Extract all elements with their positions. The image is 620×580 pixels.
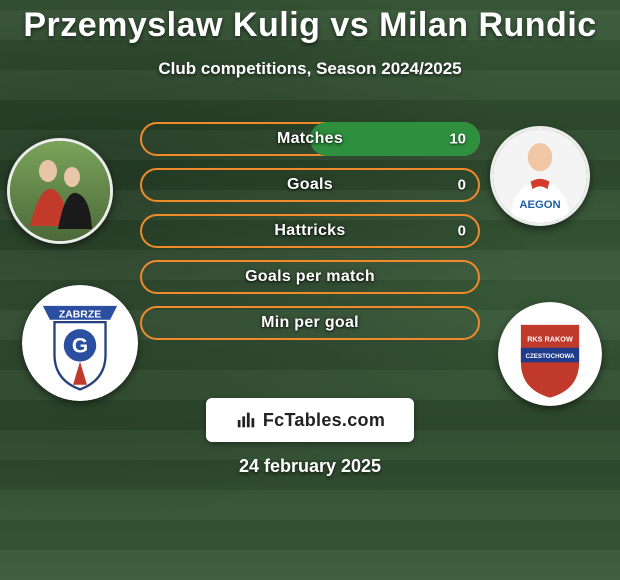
page-title: Przemyslaw Kulig vs Milan Rundic	[0, 0, 620, 45]
bar-label: Hattricks	[140, 222, 480, 240]
bar-label: Goals per match	[140, 268, 480, 286]
svg-text:AEGON: AEGON	[519, 199, 560, 211]
club-right-badge-img: RKS RAKOW CZESTOCHOWA	[498, 302, 602, 406]
player-left-avatar	[7, 138, 113, 244]
comparison-bar: Goals per match	[140, 260, 480, 294]
comparison-bar-list: Matches10Goals0Hattricks0Goals per match…	[140, 122, 480, 352]
svg-text:CZESTOCHOWA: CZESTOCHOWA	[525, 353, 575, 360]
page-subtitle: Club competitions, Season 2024/2025	[0, 59, 620, 79]
club-right-badge: RKS RAKOW CZESTOCHOWA	[498, 302, 602, 406]
comparison-bar: Goals0	[140, 168, 480, 202]
player-left-avatar-img	[10, 141, 110, 241]
bar-label: Min per goal	[140, 314, 480, 332]
watermark-badge: FcTables.com	[206, 398, 414, 442]
bar-label: Goals	[140, 176, 480, 194]
club-left-badge-img: ZABRZE G	[22, 285, 138, 401]
chart-icon	[235, 409, 257, 431]
watermark-text: FcTables.com	[263, 410, 385, 431]
bar-right-value: 10	[449, 131, 466, 148]
player-right-avatar: AEGON	[490, 126, 590, 226]
svg-text:G: G	[72, 334, 88, 357]
bar-right-value: 0	[458, 223, 466, 240]
comparison-bar: Matches10	[140, 122, 480, 156]
date-text: 24 february 2025	[0, 456, 620, 477]
svg-text:RKS RAKOW: RKS RAKOW	[527, 335, 573, 344]
bar-right-value: 0	[458, 177, 466, 194]
club-left-badge: ZABRZE G	[22, 285, 138, 401]
player-right-avatar-img: AEGON	[493, 129, 587, 223]
comparison-bar: Min per goal	[140, 306, 480, 340]
svg-text:ZABRZE: ZABRZE	[59, 309, 101, 320]
comparison-bar: Hattricks0	[140, 214, 480, 248]
bar-label: Matches	[140, 130, 480, 148]
